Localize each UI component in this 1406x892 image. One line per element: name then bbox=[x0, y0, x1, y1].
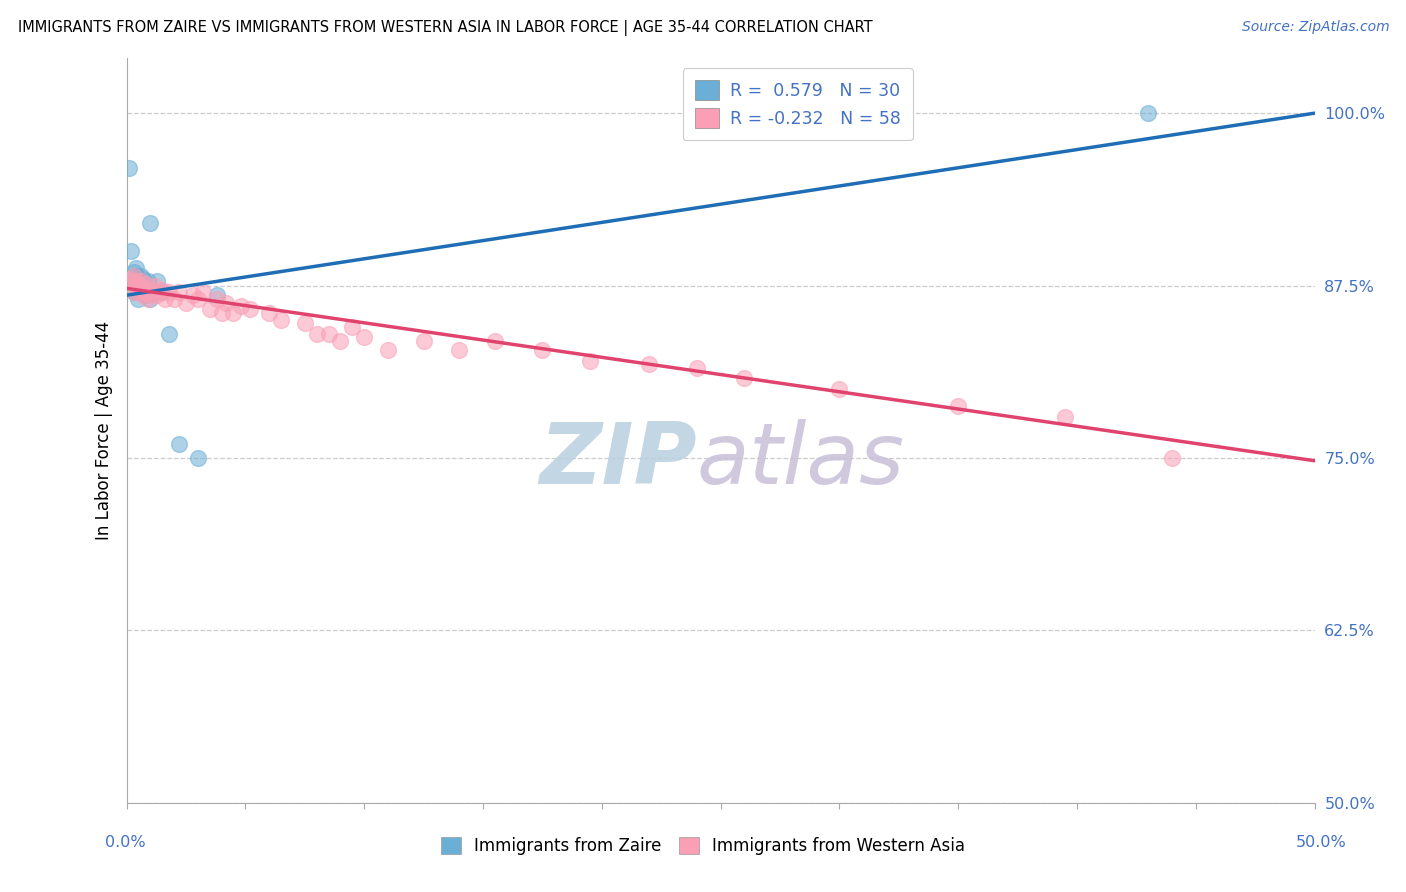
Point bbox=[118, 161, 141, 176]
Point bbox=[181, 288, 204, 302]
Point bbox=[1161, 450, 1184, 465]
Point bbox=[132, 288, 155, 302]
Point bbox=[135, 285, 157, 300]
Point bbox=[318, 326, 340, 341]
Point bbox=[211, 306, 233, 320]
Point bbox=[167, 285, 190, 300]
Point bbox=[122, 285, 145, 300]
Point bbox=[484, 334, 506, 348]
Text: ZIP: ZIP bbox=[538, 418, 697, 501]
Point bbox=[125, 260, 148, 275]
Point bbox=[153, 293, 176, 307]
Point bbox=[239, 301, 262, 316]
Point bbox=[294, 316, 316, 330]
Point bbox=[686, 361, 709, 376]
Point bbox=[146, 275, 169, 289]
Point bbox=[531, 343, 554, 358]
Point bbox=[125, 268, 148, 283]
Point bbox=[163, 293, 186, 307]
Point bbox=[205, 288, 228, 302]
Point bbox=[579, 354, 602, 368]
Point bbox=[127, 293, 149, 307]
Point bbox=[157, 285, 180, 300]
Point bbox=[828, 382, 851, 396]
Point bbox=[157, 326, 180, 341]
Text: Source: ZipAtlas.com: Source: ZipAtlas.com bbox=[1241, 20, 1389, 34]
Point bbox=[139, 293, 162, 307]
Text: atlas: atlas bbox=[697, 418, 905, 501]
Point bbox=[122, 268, 145, 283]
Point bbox=[125, 278, 148, 293]
Point bbox=[127, 277, 149, 292]
Point bbox=[135, 288, 157, 302]
Point bbox=[136, 275, 159, 289]
Point bbox=[135, 278, 157, 293]
Point bbox=[142, 283, 165, 297]
Point bbox=[120, 271, 142, 285]
Point bbox=[120, 244, 142, 258]
Point bbox=[139, 288, 162, 302]
Legend: Immigrants from Zaire, Immigrants from Western Asia: Immigrants from Zaire, Immigrants from W… bbox=[434, 830, 972, 862]
Point bbox=[353, 329, 375, 343]
Point bbox=[136, 293, 159, 307]
Point bbox=[132, 283, 155, 297]
Point bbox=[132, 280, 155, 294]
Point bbox=[733, 371, 755, 385]
Point bbox=[215, 296, 238, 310]
Point bbox=[135, 277, 157, 292]
Point bbox=[377, 343, 399, 358]
Text: IMMIGRANTS FROM ZAIRE VS IMMIGRANTS FROM WESTERN ASIA IN LABOR FORCE | AGE 35-44: IMMIGRANTS FROM ZAIRE VS IMMIGRANTS FROM… bbox=[18, 20, 873, 36]
Point bbox=[150, 283, 173, 297]
Text: 0.0%: 0.0% bbox=[105, 836, 146, 850]
Point bbox=[127, 275, 149, 289]
Point bbox=[229, 299, 252, 313]
Point bbox=[146, 288, 169, 302]
Point bbox=[187, 293, 209, 307]
Point bbox=[118, 275, 141, 289]
Point bbox=[329, 334, 352, 348]
Point bbox=[342, 320, 364, 334]
Point bbox=[257, 306, 280, 320]
Point bbox=[129, 285, 152, 300]
Point bbox=[149, 285, 172, 300]
Point bbox=[198, 301, 221, 316]
Text: 50.0%: 50.0% bbox=[1296, 836, 1347, 850]
Point bbox=[167, 437, 190, 451]
Y-axis label: In Labor Force | Age 35-44: In Labor Force | Age 35-44 bbox=[94, 321, 112, 540]
Point bbox=[174, 296, 197, 310]
Point bbox=[948, 399, 970, 413]
Point bbox=[129, 283, 152, 297]
Point bbox=[449, 343, 471, 358]
Point bbox=[1054, 409, 1077, 424]
Point bbox=[143, 278, 166, 293]
Point bbox=[143, 285, 166, 300]
Point bbox=[127, 283, 149, 297]
Point bbox=[150, 285, 173, 300]
Point bbox=[305, 326, 328, 341]
Point bbox=[129, 275, 152, 289]
Point bbox=[638, 357, 661, 371]
Point bbox=[412, 334, 434, 348]
Point bbox=[129, 278, 152, 293]
Point bbox=[122, 285, 145, 300]
Point bbox=[120, 271, 142, 285]
Point bbox=[127, 285, 149, 300]
Point bbox=[136, 285, 159, 300]
Point bbox=[270, 313, 292, 327]
Point bbox=[139, 217, 162, 231]
Point bbox=[129, 268, 152, 283]
Point bbox=[122, 265, 145, 279]
Point bbox=[132, 271, 155, 285]
Point bbox=[205, 293, 228, 307]
Legend: R =  0.579   N = 30, R = -0.232   N = 58: R = 0.579 N = 30, R = -0.232 N = 58 bbox=[683, 68, 912, 140]
Point bbox=[136, 285, 159, 300]
Point bbox=[191, 285, 214, 300]
Point bbox=[125, 278, 148, 293]
Point bbox=[222, 306, 245, 320]
Point bbox=[187, 450, 209, 465]
Point bbox=[1137, 106, 1160, 120]
Point bbox=[125, 275, 148, 289]
